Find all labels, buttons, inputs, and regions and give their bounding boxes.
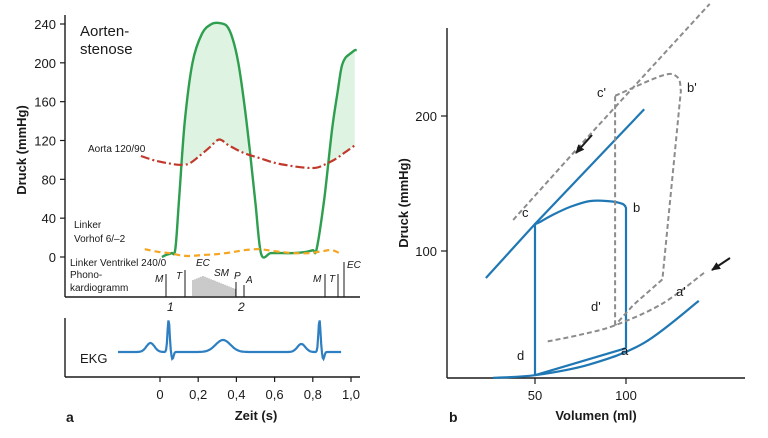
point-c-prime: c' bbox=[597, 85, 606, 100]
pressure-y-tick-label: 160 bbox=[34, 95, 56, 110]
phono-mark-m2: M bbox=[313, 274, 322, 285]
stenosis-pv-loop bbox=[614, 72, 682, 326]
phono-label-line1: Phono- bbox=[70, 270, 102, 281]
ventricle-pressure-line bbox=[161, 21, 357, 259]
panel-b-xlabel: Volumen (ml) bbox=[555, 408, 636, 423]
panel-a-label: a bbox=[66, 409, 74, 425]
systolic-gradient-fill bbox=[182, 23, 248, 165]
pressure-y-ticks: 240 200 160 120 80 40 0 bbox=[34, 17, 65, 265]
time-x-tick-label: 1,0 bbox=[342, 387, 360, 402]
pv-ticks: 200 100 50 100 bbox=[415, 109, 637, 403]
normal-espvr-line bbox=[485, 108, 645, 279]
pressure-y-tick-label: 80 bbox=[42, 172, 56, 187]
point-d: d bbox=[517, 348, 524, 363]
pv-y-tick-label: 100 bbox=[415, 244, 437, 259]
point-a: a bbox=[621, 343, 629, 358]
point-a-prime: a' bbox=[676, 284, 686, 299]
ventricle-label: Linker Ventrikel 240/0 bbox=[70, 258, 167, 269]
pv-x-tick-label: 100 bbox=[615, 388, 637, 403]
pressure-y-tick-label: 240 bbox=[34, 17, 56, 32]
stenosis-edpvr-curve bbox=[547, 270, 707, 343]
panel-a-ylabel: Druck (mmHg) bbox=[14, 105, 29, 195]
aorta-label: Aorta 120/90 bbox=[88, 144, 146, 155]
stenosis-espvr-line bbox=[512, 3, 711, 221]
phono-mark-sm: SM bbox=[214, 268, 230, 279]
phono-mark-t2: T bbox=[329, 274, 336, 285]
ekg-label: EKG bbox=[80, 351, 107, 366]
pressure-y-tick-label: 200 bbox=[34, 56, 56, 71]
phono-mark-ec2: EC bbox=[347, 260, 362, 271]
normal-pv-loop bbox=[533, 199, 628, 377]
phono-mark-t1: T bbox=[176, 271, 183, 282]
panel-b-label: b bbox=[449, 409, 458, 425]
point-c: c bbox=[522, 205, 529, 220]
heart-sound-2: 2 bbox=[237, 300, 245, 314]
espvr-shift-arrow bbox=[575, 134, 593, 154]
pv-y-tick-label: 200 bbox=[415, 109, 437, 124]
pressure-y-tick-label: 120 bbox=[34, 134, 56, 149]
panel-a-title-line2: stenose bbox=[80, 41, 133, 58]
panel-a-xlabel: Zeit (s) bbox=[235, 408, 278, 423]
time-x-tick-label: 0,6 bbox=[266, 387, 284, 402]
phono-mark-p: P bbox=[234, 271, 241, 282]
phono-mark-ec1: EC bbox=[196, 258, 211, 269]
point-b-prime: b' bbox=[687, 80, 697, 95]
phonocardiogram-markers bbox=[165, 262, 345, 297]
edpvr-shift-arrow bbox=[711, 257, 731, 271]
phono-label-line2: kardiogramm bbox=[70, 283, 128, 294]
time-x-tick-label: 0 bbox=[156, 387, 163, 402]
ekg-trace bbox=[118, 320, 342, 362]
heart-sound-1: 1 bbox=[167, 300, 174, 314]
pressure-y-tick-label: 40 bbox=[42, 211, 56, 226]
atrium-label-line1: Linker bbox=[74, 220, 102, 231]
time-x-ticks: 0 0,2 0,4 0,6 0,8 1,0 bbox=[156, 377, 360, 402]
phono-mark-m1: M bbox=[155, 274, 164, 285]
atrium-label-line2: Vorhof 6/–2 bbox=[74, 234, 126, 245]
point-d-prime: d' bbox=[591, 299, 601, 314]
point-b: b bbox=[633, 200, 640, 215]
atrium-pressure-line bbox=[144, 247, 342, 258]
time-x-tick-label: 0,8 bbox=[304, 387, 322, 402]
aorta-pressure-line bbox=[140, 138, 356, 170]
panel-a-title-line1: Aorten- bbox=[80, 23, 129, 40]
pv-x-tick-label: 50 bbox=[528, 388, 542, 403]
pressure-y-tick-label: 0 bbox=[49, 250, 56, 265]
systolic-murmur-bars bbox=[192, 276, 236, 296]
systolic-gradient-fill-2 bbox=[328, 50, 355, 163]
normal-edpvr-curve bbox=[493, 300, 700, 379]
time-x-tick-label: 0,4 bbox=[227, 387, 245, 402]
panel-b-ylabel: Druck (mmHg) bbox=[396, 158, 411, 248]
time-x-tick-label: 0,2 bbox=[189, 387, 207, 402]
phono-mark-a: A bbox=[245, 275, 253, 286]
